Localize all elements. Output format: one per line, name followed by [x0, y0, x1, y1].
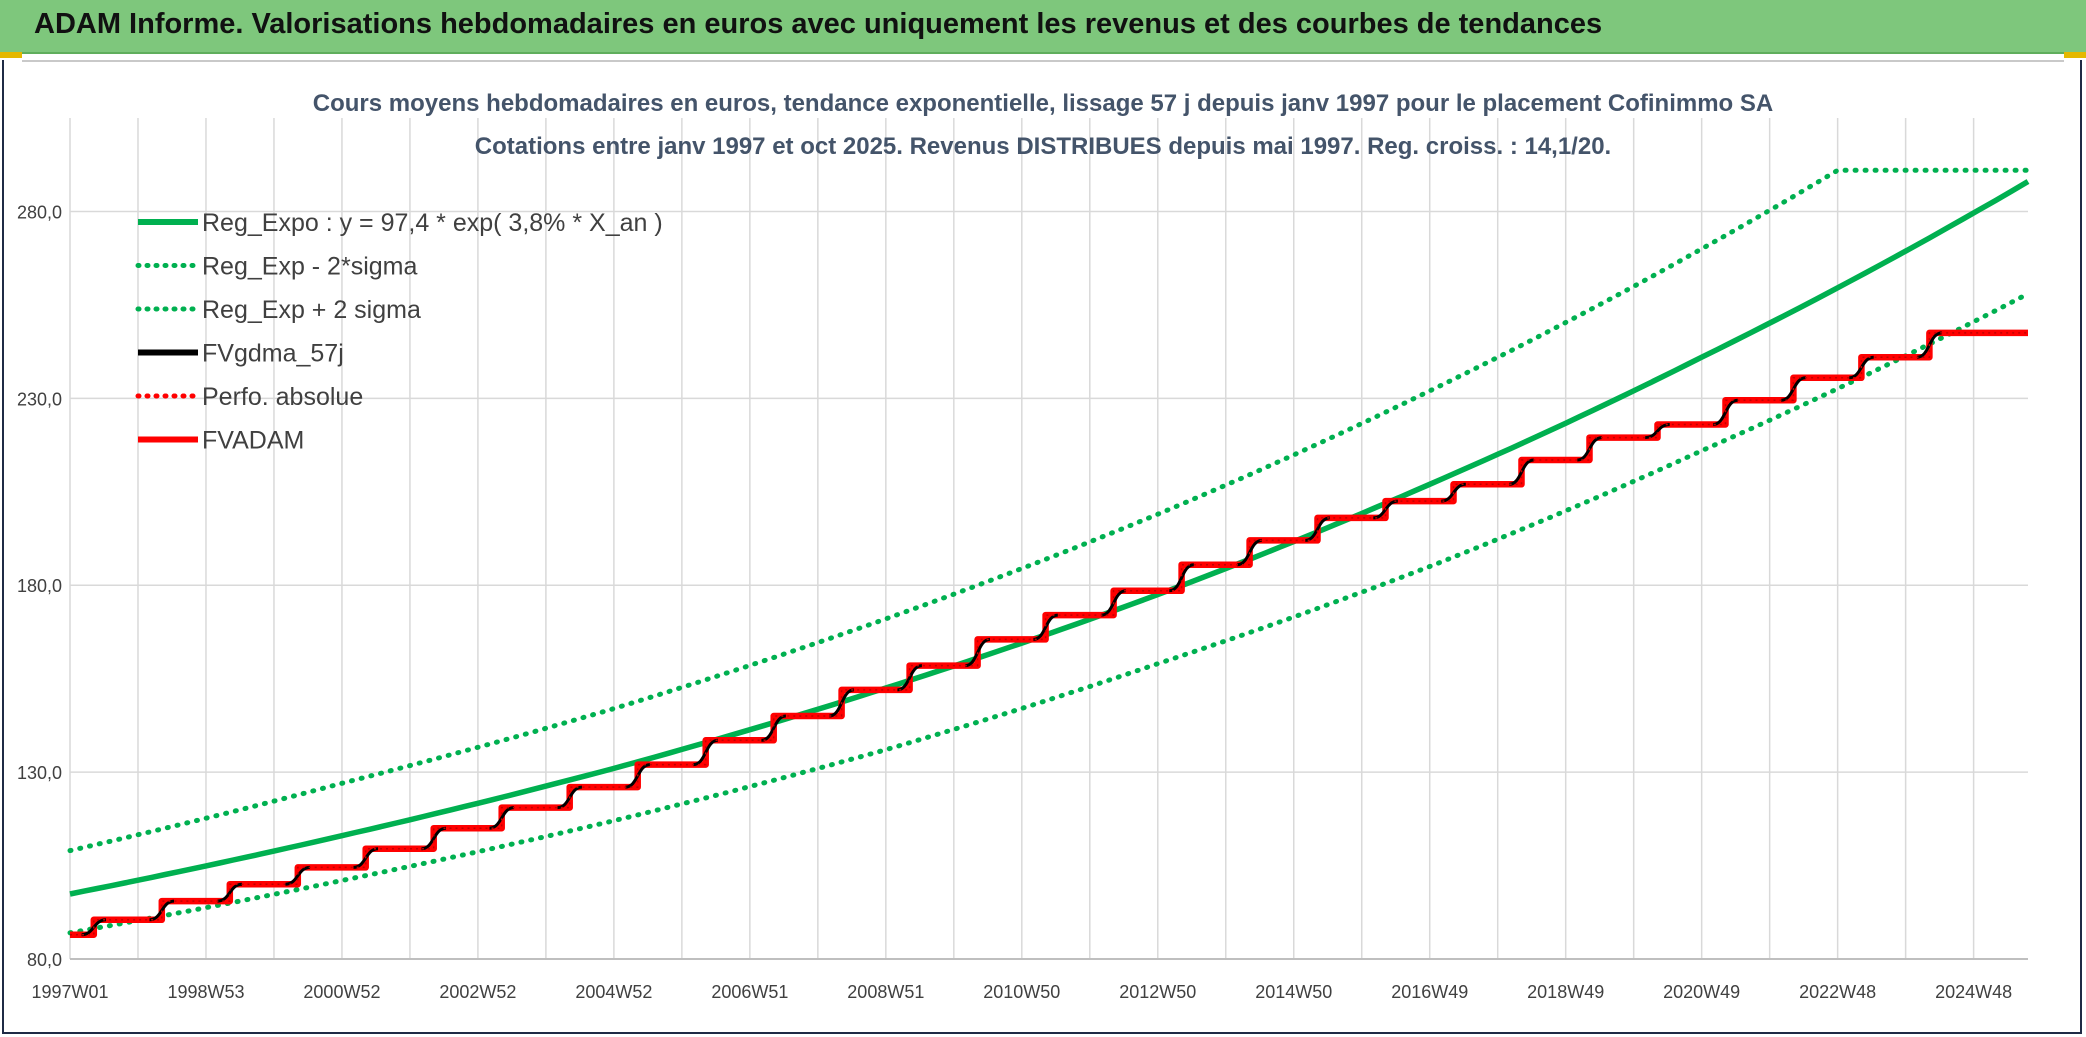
x-tick-label: 2012W50 [1119, 982, 1196, 1002]
x-tick-label: 2004W52 [575, 982, 652, 1002]
x-tick-label: 2006W51 [711, 982, 788, 1002]
x-tick-label: 2022W48 [1799, 982, 1876, 1002]
x-tick-label: 1998W53 [167, 982, 244, 1002]
x-tick-label: 2000W52 [303, 982, 380, 1002]
x-tick-label: 2020W49 [1663, 982, 1740, 1002]
legend-label: Reg_Expo : y = 97,4 * exp( 3,8% * X_an ) [202, 209, 663, 237]
series-reg-exp-minus-2sigma [67, 291, 2031, 936]
x-tick-label: 2010W50 [983, 982, 1060, 1002]
series-reg-expo [69, 179, 2030, 897]
y-tick-label: 80,0 [27, 950, 62, 970]
page-title: ADAM Informe. Valorisations hebdomadaire… [34, 8, 1603, 40]
legend-label: Reg_Exp - 2*sigma [202, 253, 417, 281]
x-tick-label: 2024W48 [1935, 982, 2012, 1002]
x-tick-label: 2002W52 [439, 982, 516, 1002]
x-tick-label: 2008W51 [847, 982, 924, 1002]
x-tick-label: 2018W49 [1527, 982, 1604, 1002]
legend-label: FVgdma_57j [202, 340, 344, 368]
legend-label: Perfo. absolue [202, 383, 363, 411]
header-corner-right [2064, 52, 2086, 58]
series-reg-exp-plus-2sigma [67, 167, 2031, 854]
grid [69, 118, 2028, 960]
chart-title-line-2: Cotations entre janv 1997 et oct 2025. R… [475, 133, 1611, 160]
series-layer [67, 167, 2031, 938]
x-tick-label: 2016W49 [1391, 982, 1468, 1002]
series-perfo-absolue [70, 332, 2028, 936]
y-tick-label: 280,0 [17, 202, 62, 222]
header-corner-left [0, 52, 22, 58]
chart-frame-top-line [22, 60, 2064, 62]
y-tick-label: 230,0 [17, 389, 62, 409]
y-tick-label: 130,0 [17, 763, 62, 783]
axes: 80,0 130,0 180,0 230,0 280,0 1997W01 1998W53 20… [17, 202, 2028, 1002]
x-tick-label: 2014W50 [1255, 982, 1332, 1002]
chart-title-line-1: Cours moyens hebdomadaires en euros, ten… [313, 90, 1773, 117]
legend-label: Reg_Exp + 2 sigma [202, 296, 421, 324]
y-tick-label: 180,0 [17, 576, 62, 596]
header-bar: ADAM Informe. Valorisations hebdomadaire… [0, 0, 2086, 54]
x-tick-label: 1997W01 [31, 982, 108, 1002]
legend: Reg_Expo : y = 97,4 * exp( 3,8% * X_an )… [135, 209, 663, 455]
legend-label: FVADAM [202, 427, 304, 455]
chart-frame [2, 60, 2082, 1034]
